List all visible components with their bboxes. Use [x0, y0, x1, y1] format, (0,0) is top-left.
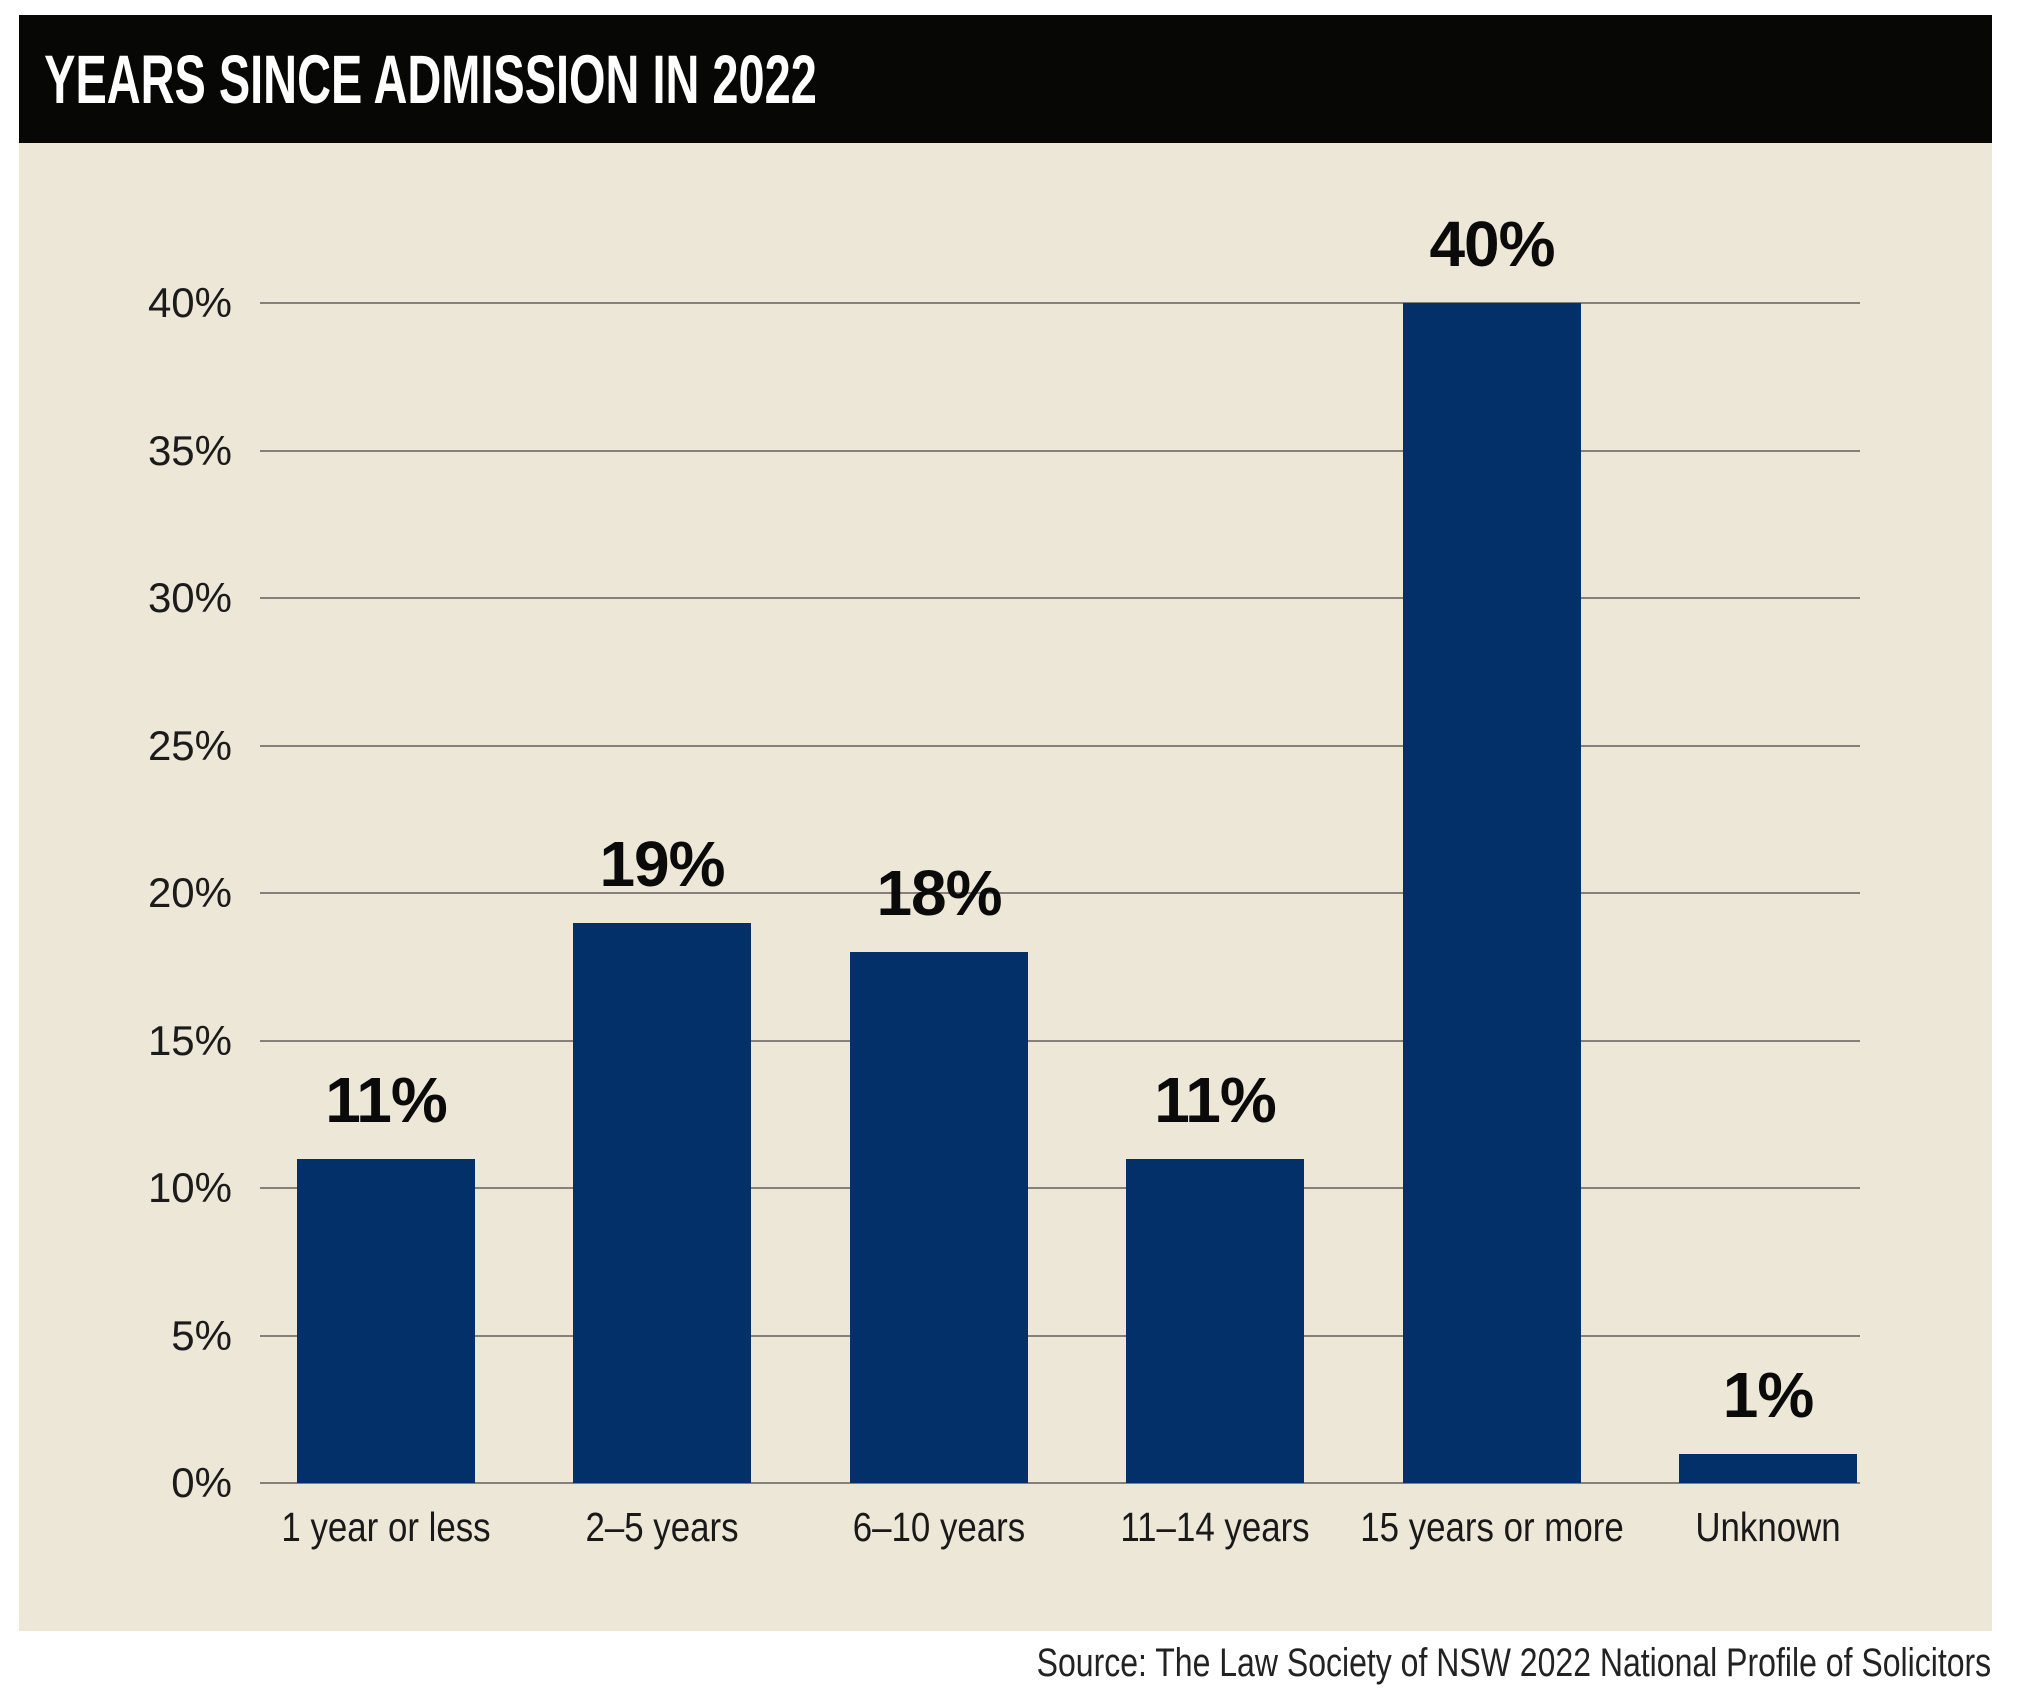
bar-value-label: 40%	[1429, 208, 1555, 280]
x-axis-category-label: 1 year or less	[281, 1504, 491, 1550]
bar-3	[850, 952, 1028, 1483]
y-axis-tick-label: 0%	[171, 1459, 232, 1506]
gridline-0pct	[260, 1482, 1860, 1484]
bar-value-label: 18%	[876, 857, 1002, 929]
bar-value-label: 1%	[1722, 1358, 1814, 1431]
bar-value-label: 11%	[325, 1063, 448, 1136]
y-axis-tick-label: 40%	[147, 279, 232, 326]
y-axis-tick-label: 30%	[147, 574, 232, 621]
x-axis-category-label: 2–5 years	[585, 1504, 739, 1550]
bar-5	[1403, 303, 1581, 1483]
y-axis-tick-label: 20%	[147, 869, 232, 916]
source-credit: Source: The Law Society of NSW 2022 Nati…	[1036, 1641, 1991, 1685]
bar-1	[297, 1158, 475, 1483]
gridline-30pct	[260, 597, 1860, 599]
x-axis-category-label: 15 years or more	[1360, 1504, 1624, 1550]
chart-header-band: YEARS SINCE ADMISSION IN 2022	[19, 15, 1992, 143]
y-axis-tick-label: 35%	[147, 426, 232, 474]
bar-2	[573, 922, 751, 1483]
y-axis-tick-label: 5%	[171, 1311, 232, 1359]
gridline-5pct	[260, 1334, 1860, 1337]
bar-value-label: 19%	[599, 827, 725, 900]
gridline-40pct	[260, 302, 1860, 304]
x-axis-category-label: 6–10 years	[852, 1504, 1026, 1550]
chart-title: YEARS SINCE ADMISSION IN 2022	[44, 40, 817, 118]
gridline-35pct	[260, 449, 1860, 452]
y-axis-tick-label: 25%	[147, 721, 232, 769]
chart-panel: 0% 5% 10% 15% 20% 25% 30% 35% 40% 11% 1 year or le…	[19, 143, 1992, 1631]
x-axis-category-label: 11–14 years	[1120, 1504, 1310, 1550]
y-axis-tick-label: 10%	[147, 1164, 232, 1211]
bar-value-label: 11%	[1154, 1063, 1277, 1136]
x-axis-category-label: Unknown	[1695, 1504, 1841, 1550]
gridline-15pct	[260, 1039, 1860, 1042]
y-axis-tick-label: 15%	[147, 1016, 232, 1064]
bar-chart-plot: 0% 5% 10% 15% 20% 25% 30% 35% 40% 11% 1 year or le…	[19, 143, 1992, 1631]
gridline-20pct	[260, 892, 1860, 894]
bar-6	[1679, 1453, 1857, 1483]
gridline-25pct	[260, 744, 1860, 747]
gridline-10pct	[260, 1187, 1860, 1189]
bar-4	[1126, 1158, 1304, 1483]
